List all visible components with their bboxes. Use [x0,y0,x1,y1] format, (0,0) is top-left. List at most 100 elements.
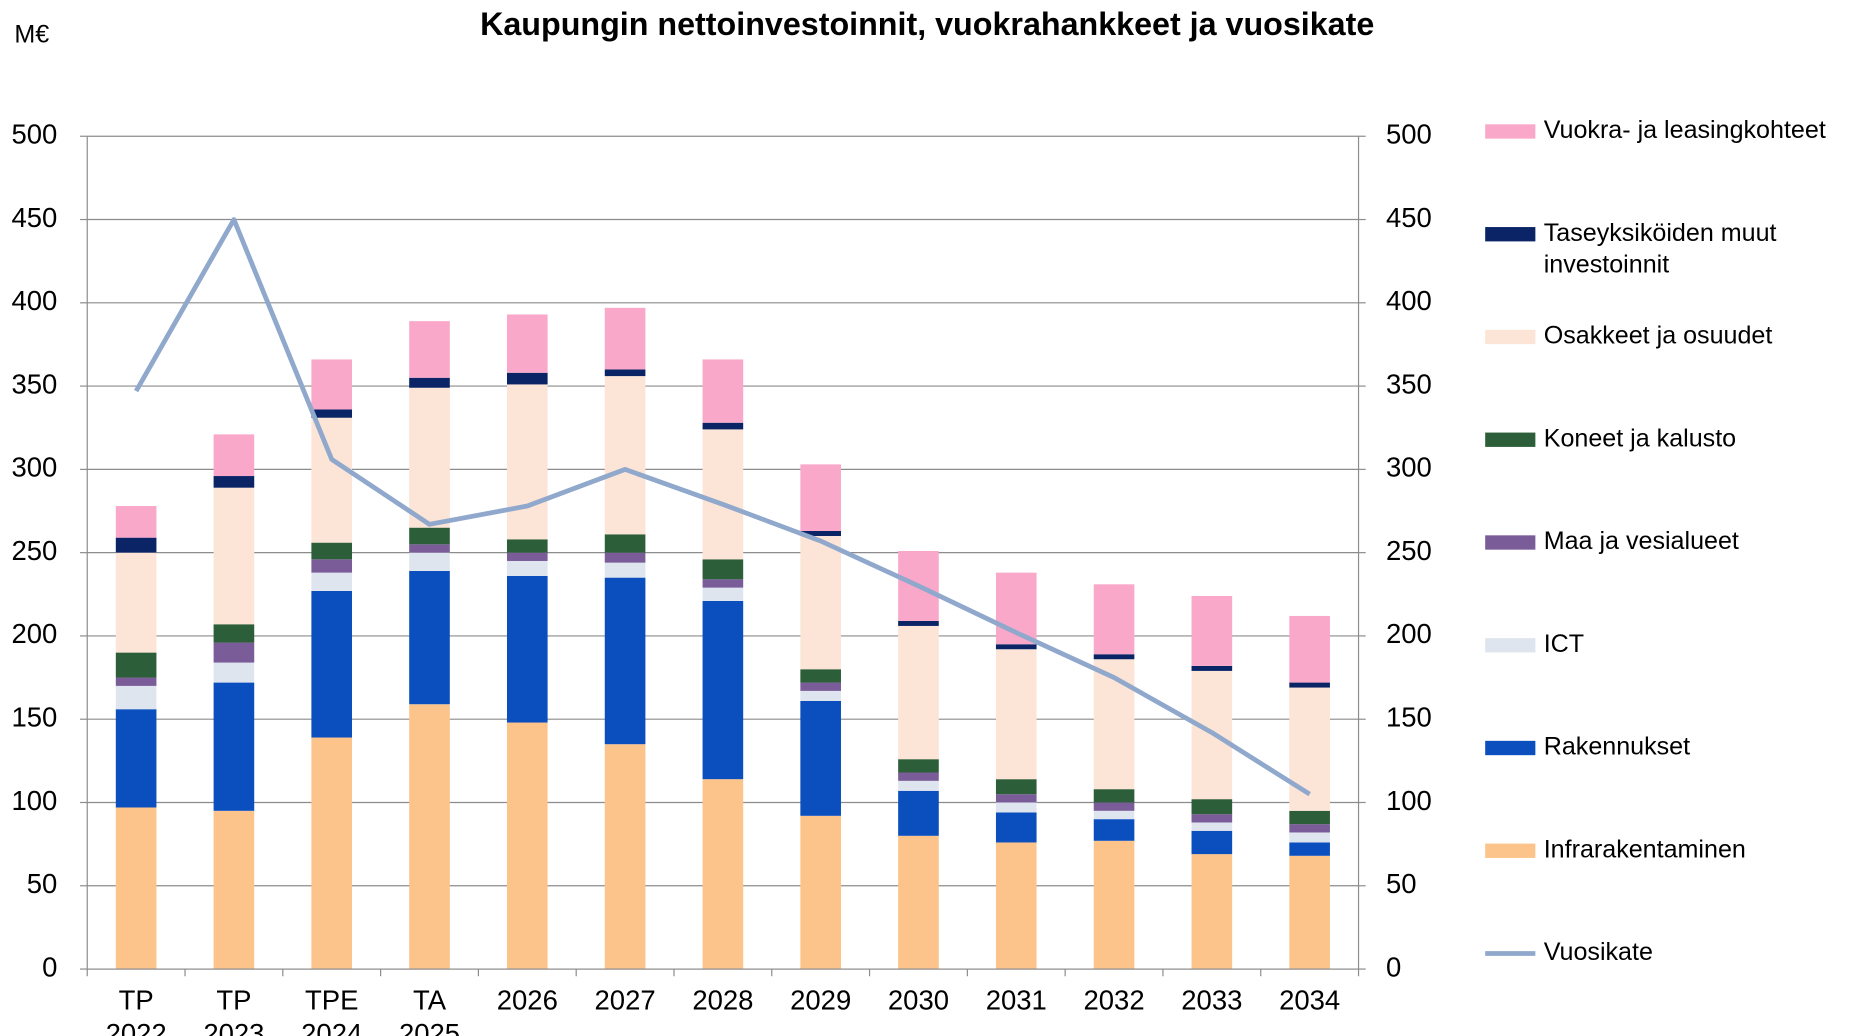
bar-segment [506,314,548,373]
bar-segment [409,570,450,705]
bar-segment [1289,842,1330,856]
bar-segment [409,377,450,388]
bar-segment [604,577,646,745]
bar-segment [604,307,646,370]
bar-segment [702,359,744,423]
bar-segment [702,600,744,780]
bar-segment [1289,615,1330,683]
legend-swatch [1485,124,1536,139]
bar-segment [506,539,548,553]
bar-segment [995,802,1037,813]
bar-segment [604,744,646,970]
legend-swatch [1485,329,1536,345]
bar-segment [311,417,353,543]
bar-segment [604,369,646,377]
bar-segment [1191,830,1233,855]
y-tick-label: 450 [12,202,58,233]
x-tick-label: 2026 [497,985,558,1016]
legend-label: Vuosikate [1544,938,1653,966]
bar-segment [995,794,1037,803]
bar-segment [213,434,255,477]
bar-segment [995,644,1037,650]
bar-segment [1093,654,1135,660]
x-tick-label: 2030 [888,985,949,1016]
bar-segment [1093,789,1135,803]
bar-segment [115,506,157,538]
bar-segment [604,552,646,563]
bar-segment [898,790,939,836]
bar-segment [800,682,841,691]
bar-segment [800,690,841,701]
bar-segment [800,669,841,683]
legend-label: Osakkeet ja osuudet [1544,322,1773,350]
x-tick-label: TA 2025 [399,985,460,1036]
legend-swatch [1485,432,1536,447]
x-tick-label: 2031 [986,985,1047,1016]
bar-segment [702,579,744,588]
legend-swatch [1485,843,1536,858]
y2-tick-label: 100 [1386,785,1432,816]
bar-segment [898,625,939,760]
y2-tick-label: 500 [1386,119,1432,150]
bar-segment [702,779,744,970]
bar-segment [213,624,255,643]
bar-segment [311,590,353,738]
x-tick-label: 2033 [1181,985,1242,1016]
x-tick-label: 2027 [595,985,656,1016]
bar-segment [800,464,841,531]
bar-segment [1289,682,1330,688]
bar-segment [702,587,744,601]
legend-swatch [1485,535,1536,550]
bar-segment [409,527,450,545]
legend-label: Maa ja vesialueet [1544,527,1739,555]
bar-segment [1093,584,1135,655]
y-tick-label: 150 [12,701,58,732]
bar-segment [506,575,548,723]
bar-segment [1289,810,1330,825]
y-axis-label: M€ [14,21,49,49]
y-tick-label: 350 [12,368,58,399]
bar-segment [115,709,157,808]
bar-segment [800,700,841,816]
bar-segment [898,780,939,791]
y2-tick-label: 350 [1386,368,1432,399]
legend-label: Koneet ja kalusto [1544,424,1736,452]
y-tick-label: 50 [27,868,58,899]
legend-swatch [1485,227,1536,242]
bar-segment [115,677,157,686]
bar-segment [1289,824,1330,833]
bar-segment [702,422,744,430]
bar-segment [115,552,157,653]
bar-segment [898,620,939,626]
bar-segment [409,321,450,378]
legend-label: Rakennukset [1544,733,1690,761]
bar-segment [115,537,157,553]
bar-segment [1191,799,1233,815]
y2-tick-label: 0 [1386,951,1401,982]
bar-segment [1093,802,1135,811]
bar-segment [995,842,1037,970]
bar-segment [1093,810,1135,820]
x-tick-label: 2029 [790,985,851,1016]
bar-segment [1093,840,1135,970]
bar-segment [1289,855,1330,970]
y-tick-label: 500 [12,119,58,150]
y2-tick-label: 150 [1386,701,1432,732]
bar-segment [1093,819,1135,841]
y-tick-label: 400 [12,285,58,316]
bar-segment [800,815,841,970]
bar-segment [311,542,353,560]
bar-segment [213,662,255,683]
bar-segment [1191,822,1233,831]
bar-segment [604,376,646,535]
legend: Vuokra- ja leasingkohteet Taseyksiköiden … [1485,116,1826,966]
legend-label: Vuokra- ja leasingkohteet [1544,116,1826,144]
x-tick-label: 2032 [1083,985,1144,1016]
bar-segment [702,559,744,580]
bar-segment [115,652,157,678]
bar-segment [409,387,450,528]
bar-segment [213,476,255,488]
bar-segment [1191,595,1233,666]
bar-segment [995,779,1037,795]
